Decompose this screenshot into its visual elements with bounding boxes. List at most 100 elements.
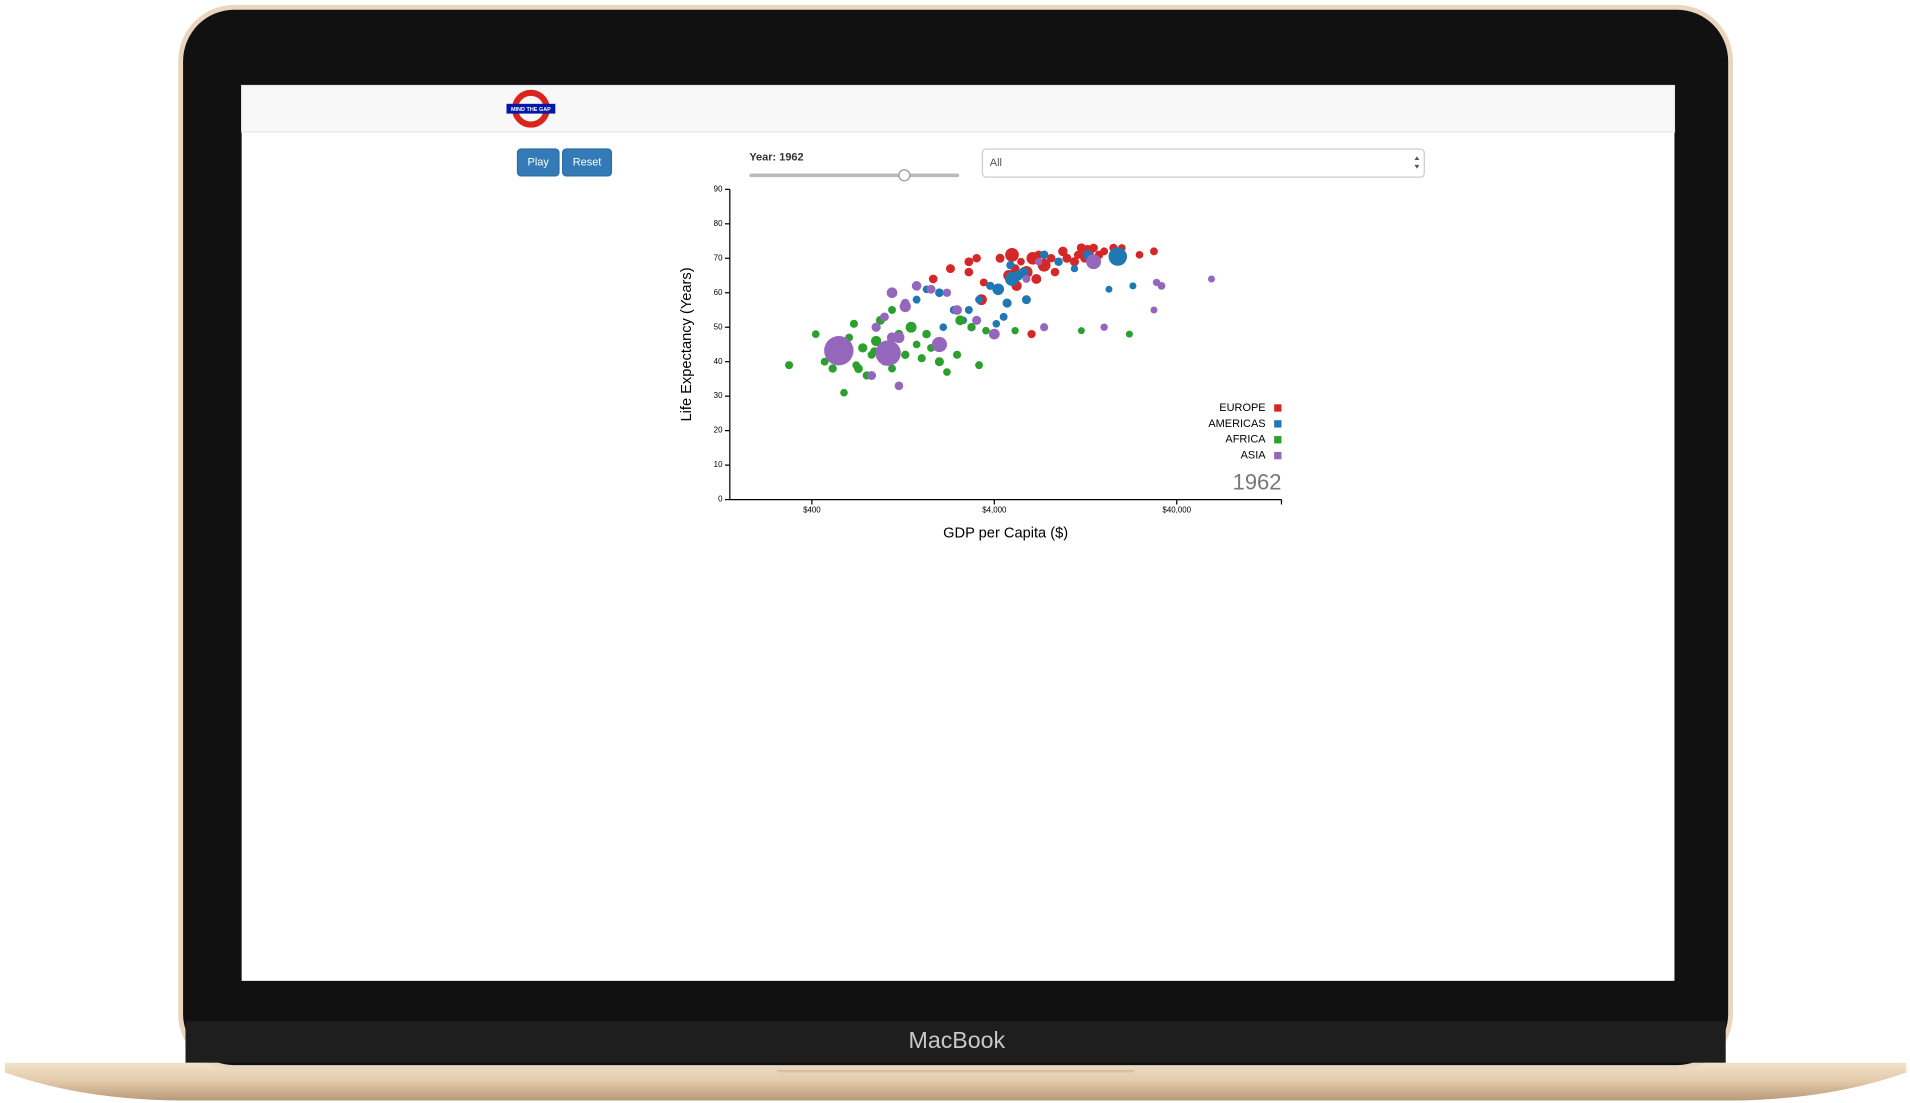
logo-text: MIND THE GAP xyxy=(511,107,551,113)
data-point xyxy=(1034,258,1043,266)
data-point xyxy=(955,315,966,326)
data-point xyxy=(1069,257,1080,267)
data-point xyxy=(840,388,848,397)
data-point xyxy=(952,305,962,315)
chart: 0 10 20 30 40 50 60 70 80 90 $400 $4,000 $40,000 GDP … xyxy=(679,184,1283,542)
year-label: Year: 1962 xyxy=(749,151,803,163)
data-point xyxy=(828,364,837,373)
data-point xyxy=(871,322,881,332)
data-point xyxy=(899,300,911,313)
y-tick-label: 60 xyxy=(714,288,723,297)
data-point xyxy=(1018,267,1029,277)
data-point xyxy=(1005,247,1019,262)
legend-swatch xyxy=(1274,451,1282,460)
reset-button[interactable]: Reset xyxy=(562,148,613,177)
data-point xyxy=(1150,306,1158,314)
data-point xyxy=(912,295,921,304)
data-point xyxy=(1125,330,1133,338)
x-axis-label: GDP per Capita ($) xyxy=(943,526,1068,542)
data-point xyxy=(1011,326,1019,335)
x-tick-label: $4,000 xyxy=(982,506,1007,515)
data-point xyxy=(811,330,820,338)
y-tick-label: 30 xyxy=(714,391,723,400)
data-point xyxy=(888,364,896,373)
data-point xyxy=(967,323,976,332)
y-tick-label: 0 xyxy=(718,495,723,504)
data-point xyxy=(1089,243,1098,253)
data-point xyxy=(1017,257,1025,266)
data-point xyxy=(975,295,984,304)
legend-swatch xyxy=(1274,404,1282,412)
data-point xyxy=(999,312,1008,321)
data-point xyxy=(1070,264,1079,273)
data-point xyxy=(1039,250,1049,260)
data-point xyxy=(992,283,1005,296)
y-tick-label: 70 xyxy=(714,253,723,262)
data-point xyxy=(1100,323,1108,331)
y-tick-label: 10 xyxy=(714,460,723,469)
data-point xyxy=(785,361,794,370)
data-point xyxy=(820,357,829,366)
data-point xyxy=(934,357,944,367)
data-point xyxy=(1050,267,1060,277)
legend-label: EUROPE xyxy=(1219,402,1265,414)
data-point xyxy=(1100,247,1109,256)
data-point xyxy=(849,319,858,328)
select-value: All xyxy=(990,157,1002,169)
screen: MIND THE GAP Play Reset Year: 1962 All xyxy=(241,84,1676,981)
data-point xyxy=(1031,273,1042,284)
data-point xyxy=(926,284,936,294)
data-point xyxy=(935,288,944,298)
data-point xyxy=(1027,329,1036,339)
reset-label: Reset xyxy=(573,156,602,168)
continent-select[interactable]: All xyxy=(981,148,1425,178)
data-point xyxy=(888,306,896,314)
data-point xyxy=(975,361,984,370)
play-label: Play xyxy=(528,156,550,168)
y-axis-label: Life Expectancy (Years) xyxy=(679,267,695,421)
data-point xyxy=(972,315,982,325)
data-point xyxy=(886,287,898,299)
data-point xyxy=(912,340,921,349)
data-point xyxy=(886,332,898,343)
legend-swatch xyxy=(1274,436,1282,444)
y-tick-label: 20 xyxy=(714,426,723,435)
year-slider[interactable] xyxy=(749,169,960,182)
data-point xyxy=(1129,282,1137,290)
x-tick-label: $40,000 xyxy=(1162,506,1191,515)
data-point xyxy=(1022,275,1031,283)
data-point xyxy=(1073,250,1083,259)
data-point xyxy=(995,253,1005,263)
data-point xyxy=(1108,247,1127,266)
data-point xyxy=(922,329,931,339)
data-point xyxy=(911,281,922,291)
data-point xyxy=(992,319,1001,328)
data-point xyxy=(931,336,947,353)
legend-label: AMERICAS xyxy=(1208,418,1265,430)
legend-label: AFRICA xyxy=(1225,434,1266,446)
data-point xyxy=(870,335,882,347)
data-point xyxy=(852,361,861,369)
data-point xyxy=(964,306,973,314)
data-point xyxy=(986,281,995,291)
data-point xyxy=(945,264,955,274)
data-point xyxy=(943,368,951,376)
data-point xyxy=(1086,254,1102,270)
data-point xyxy=(1046,254,1056,263)
data-point xyxy=(972,254,981,263)
play-button[interactable]: Play xyxy=(516,148,560,177)
data-point xyxy=(824,335,854,366)
data-point xyxy=(1021,295,1031,305)
legend-swatch xyxy=(1274,420,1282,428)
data-point xyxy=(1006,261,1015,270)
data-point xyxy=(1152,278,1161,287)
data-point xyxy=(953,350,962,359)
data-point xyxy=(942,288,952,297)
data-point xyxy=(988,328,1000,340)
data-point xyxy=(880,312,889,322)
data-point xyxy=(982,326,990,335)
data-point xyxy=(878,341,891,355)
logo[interactable]: MIND THE GAP xyxy=(506,89,556,128)
y-tick-label: 40 xyxy=(714,357,723,366)
